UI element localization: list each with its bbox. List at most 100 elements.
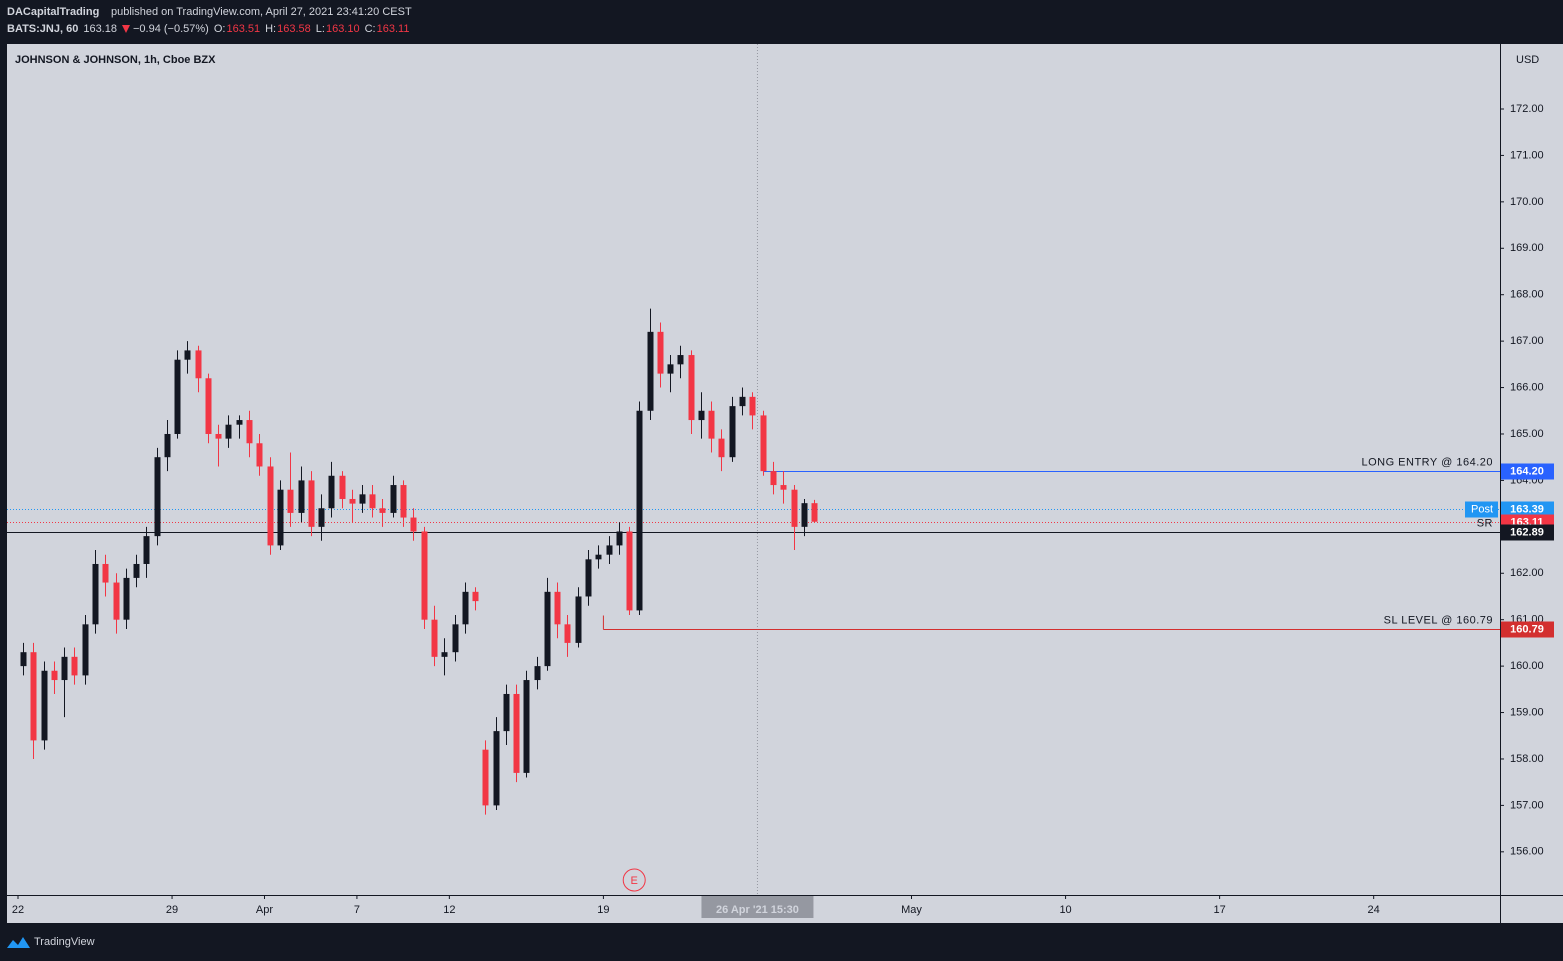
candle-body	[174, 359, 181, 434]
candle-body	[708, 410, 715, 439]
candle-body	[493, 731, 500, 806]
candle-body	[205, 378, 212, 434]
candle-body	[154, 457, 161, 537]
candle-body	[318, 508, 325, 527]
y-tick-label: 168.00	[1510, 289, 1544, 301]
x-tick-label: 24	[1368, 904, 1380, 916]
level-tag	[1465, 501, 1498, 518]
candle-body	[20, 652, 27, 667]
candle-body	[236, 420, 243, 425]
y-tick-label: 156.00	[1510, 846, 1544, 858]
candle-body	[30, 652, 37, 741]
candle-body	[606, 545, 613, 555]
candle-body	[349, 498, 356, 504]
y-tick-label: 158.00	[1510, 753, 1544, 765]
x-tick-label: 10	[1059, 904, 1071, 916]
candle-body	[513, 693, 520, 773]
header-low: 163.10	[326, 23, 360, 35]
candle-body	[657, 331, 664, 374]
header-last: 163.18	[83, 23, 117, 35]
candle-body	[452, 624, 459, 653]
x-tick-label: 29	[166, 904, 178, 916]
candle-body	[462, 591, 469, 625]
candle-body	[482, 749, 489, 806]
header-close: 163.11	[377, 23, 410, 35]
candle-body	[667, 364, 674, 374]
candle-body	[647, 331, 654, 411]
chart-title: JOHNSON & JOHNSON, 1h, Cboe BZX	[15, 54, 216, 66]
candle-body	[544, 591, 551, 667]
candle-body	[256, 443, 263, 467]
candle-body	[102, 563, 109, 583]
candle-body	[61, 656, 68, 681]
y-tick-label: 162.00	[1510, 567, 1544, 579]
y-tick-label: 165.00	[1510, 428, 1544, 440]
crosshair-label: 26 Apr '21 15:30	[716, 904, 799, 916]
candle-body	[379, 508, 386, 513]
candle-body	[791, 489, 798, 527]
candle-body	[421, 531, 428, 620]
candle-body	[164, 433, 171, 458]
candle-body	[811, 503, 818, 522]
candle-body	[92, 563, 99, 625]
y-tick-label: 159.00	[1510, 706, 1544, 718]
candle-body	[595, 554, 602, 560]
chart-pane	[7, 44, 1500, 895]
candle-body	[441, 652, 448, 657]
level-value: 163.39	[1510, 503, 1544, 515]
candle-body	[225, 424, 232, 439]
author: DACapitalTrading	[7, 6, 99, 18]
candle-body	[143, 536, 150, 564]
currency: USD	[1516, 54, 1539, 66]
y-tick-label: 171.00	[1510, 149, 1544, 161]
logo	[7, 937, 30, 948]
y-tick-label: 167.00	[1510, 335, 1544, 347]
candle-body	[688, 355, 695, 421]
x-tick-label: Apr	[256, 904, 273, 916]
x-tick-label: 19	[597, 904, 609, 916]
candle-body	[554, 591, 561, 625]
event-label: E	[631, 875, 638, 887]
candle-body	[328, 475, 335, 509]
candle-body	[359, 494, 366, 504]
level-badge	[1501, 524, 1554, 541]
candle-body	[400, 485, 407, 518]
candle-body	[51, 670, 58, 681]
candle-body	[801, 503, 808, 527]
candle-body	[472, 591, 479, 602]
header-o-label: O:	[214, 23, 226, 35]
published: published on TradingView.com, April 27, …	[111, 6, 412, 18]
candle-body	[564, 624, 571, 643]
candle-body	[71, 656, 78, 676]
brand[interactable]: TradingView	[34, 936, 95, 948]
crosshair-badge	[701, 896, 814, 918]
candle-body	[677, 355, 684, 365]
candle-body	[215, 433, 222, 439]
candle-body	[770, 471, 777, 486]
candle-body	[184, 350, 191, 360]
header-open: 163.51	[226, 23, 260, 35]
candle-body	[287, 489, 294, 513]
level-badge	[1501, 463, 1554, 480]
candle-body	[636, 410, 643, 611]
candle-body	[575, 596, 582, 643]
candle-body	[369, 494, 376, 509]
candle-body	[780, 485, 787, 490]
candle-body	[749, 396, 756, 416]
x-tick-label: 12	[443, 904, 455, 916]
candle-body	[195, 350, 202, 379]
candle-body	[729, 406, 736, 458]
candle-body	[277, 489, 284, 546]
level-label: Post	[1471, 503, 1493, 515]
level-value: 164.20	[1510, 465, 1544, 477]
header-change: −0.94 (−0.57%)	[133, 23, 209, 35]
header-h-label: H:	[265, 23, 276, 35]
x-tick-label: May	[901, 904, 922, 916]
candle-body	[123, 577, 130, 620]
candle-body	[739, 396, 746, 407]
candle-body	[246, 420, 253, 444]
level-badge	[1501, 621, 1554, 638]
header-c-label: C:	[365, 23, 376, 35]
level-badge	[1501, 501, 1554, 518]
